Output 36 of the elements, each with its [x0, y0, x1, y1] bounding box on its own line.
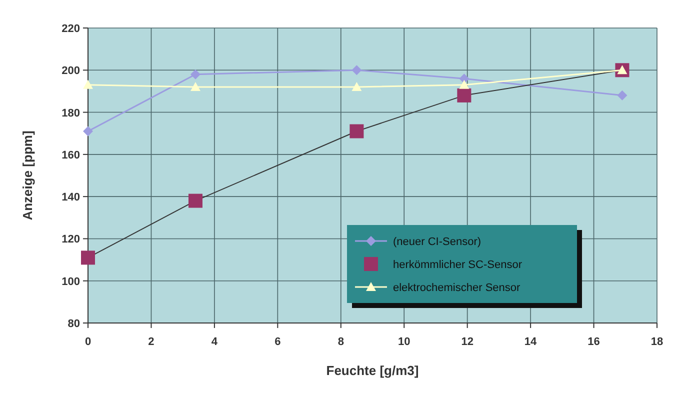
y-tick-label: 220	[62, 23, 80, 35]
point	[83, 126, 93, 136]
point	[350, 124, 364, 138]
point	[617, 90, 628, 100]
point	[352, 65, 362, 76]
y-tick-label: 100	[62, 276, 80, 288]
x-tick-label: 14	[524, 336, 538, 348]
point	[459, 80, 470, 89]
x-tick-label: 16	[588, 336, 600, 348]
point	[459, 74, 470, 84]
legend-label: elektrochemischer Sensor	[393, 282, 521, 294]
y-tick-label: 80	[68, 318, 80, 330]
x-tick-label: 8	[338, 336, 344, 348]
x-tick-label: 12	[461, 336, 474, 348]
point	[352, 82, 362, 91]
x-tick-label: 2	[148, 336, 154, 348]
x-tick-label: 10	[398, 336, 410, 348]
y-tick-label: 180	[62, 107, 80, 120]
point	[190, 82, 200, 91]
point	[188, 194, 202, 208]
y-tick-label: 200	[62, 65, 80, 78]
point	[190, 69, 200, 80]
y-tick-label: 140	[62, 192, 80, 204]
point	[457, 88, 472, 102]
point	[83, 80, 93, 89]
y-tick-label: 160	[62, 149, 80, 162]
x-axis-title: Feuchte [g/m3]	[326, 363, 419, 378]
legend-label: (neuer CI-Sensor)	[393, 236, 482, 248]
legend-label: herkömmlicher SC-Sensor	[393, 259, 522, 271]
x-tick-label: 18	[650, 336, 664, 348]
x-tick-label: 0	[84, 336, 92, 348]
x-tick-label: 6	[274, 336, 281, 348]
x-tick-label: 4	[211, 336, 218, 348]
point	[81, 250, 95, 265]
y-tick-label: 120	[62, 234, 80, 246]
y-axis-title: Anzeige [ppm]	[20, 130, 35, 220]
